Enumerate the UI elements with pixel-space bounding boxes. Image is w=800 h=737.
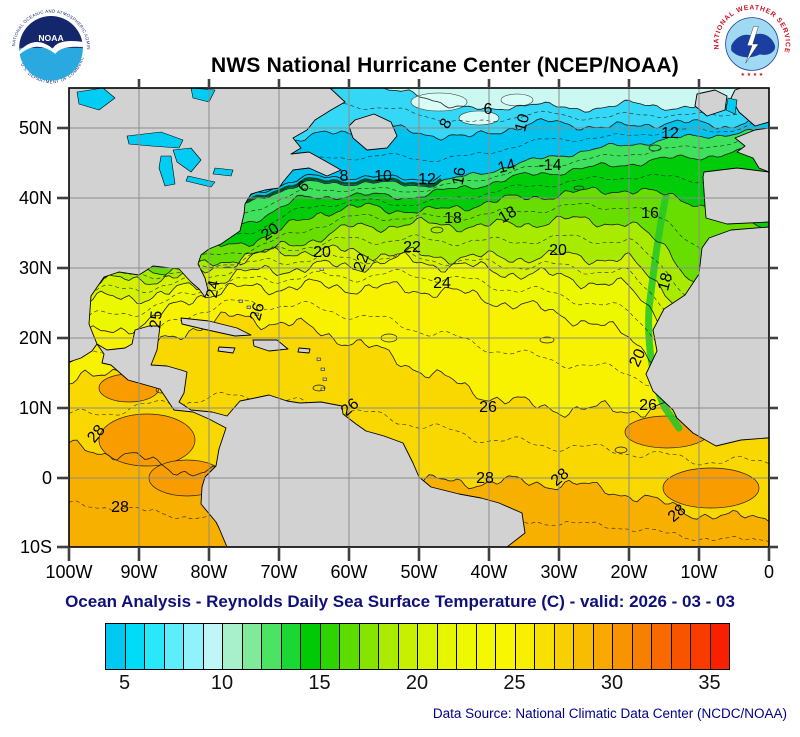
colorbar-segment <box>613 624 633 669</box>
svg-text:0: 0 <box>42 468 52 488</box>
colorbar-segment <box>359 624 379 669</box>
svg-text:20: 20 <box>313 244 331 261</box>
svg-text:6: 6 <box>484 101 493 118</box>
page-title: NWS National Hurricane Center (NCEP/NOAA… <box>211 54 679 77</box>
noaa-center-label: NOAA <box>38 33 63 43</box>
svg-text:10N: 10N <box>19 398 52 418</box>
svg-text:90W: 90W <box>120 562 157 582</box>
svg-text:50W: 50W <box>400 562 437 582</box>
colorbar-segment <box>710 624 729 669</box>
colorbar-segment <box>242 624 262 669</box>
colorbar-segment <box>652 624 672 669</box>
svg-text:28: 28 <box>111 499 129 516</box>
svg-text:20: 20 <box>626 346 649 369</box>
svg-text:26: 26 <box>247 301 268 323</box>
svg-text:8: 8 <box>340 168 349 185</box>
nws-lightning-icon <box>745 26 759 64</box>
svg-text:26: 26 <box>479 399 497 416</box>
colorbar-segment <box>281 624 301 669</box>
svg-text:10S: 10S <box>20 537 52 557</box>
colorbar-segment <box>476 624 496 669</box>
svg-text:18: 18 <box>496 203 520 227</box>
colorbar-segment <box>203 624 223 669</box>
colorbar-segment <box>437 624 457 669</box>
svg-text:40N: 40N <box>19 188 52 208</box>
svg-text:28: 28 <box>476 470 494 487</box>
svg-text:24: 24 <box>433 275 451 292</box>
svg-text:0: 0 <box>764 562 774 582</box>
svg-text:30W: 30W <box>540 562 577 582</box>
svg-text:20W: 20W <box>610 562 647 582</box>
svg-text:22: 22 <box>351 251 373 274</box>
svg-text:12: 12 <box>418 171 436 188</box>
svg-text:30N: 30N <box>19 258 52 278</box>
map-caption: Ocean Analysis - Reynolds Daily Sea Surf… <box>65 592 735 611</box>
colorbar-segment <box>515 624 535 669</box>
svg-text:22: 22 <box>403 239 421 256</box>
colorbar-tick-label: 15 <box>308 672 331 694</box>
svg-text:10: 10 <box>512 112 533 134</box>
colorbar-segment <box>184 624 204 669</box>
svg-text:18: 18 <box>655 271 676 293</box>
colorbar-tick-label: 5 <box>118 672 131 694</box>
colorbar-segment <box>379 624 399 669</box>
colorbar-segment <box>496 624 516 669</box>
colorbar-segment <box>574 624 594 669</box>
svg-text:20: 20 <box>549 242 567 259</box>
colorbar-segment <box>340 624 360 669</box>
colorbar-tick-label: 20 <box>405 672 429 694</box>
colorbar-tick-label: 10 <box>210 672 234 694</box>
colorbar-segment <box>593 624 613 669</box>
colorbar-segment <box>164 624 184 669</box>
colorbar-segment <box>632 624 652 669</box>
nws-stars: ★ ★ ★ ★ <box>741 72 764 78</box>
colorbar-segment <box>418 624 438 669</box>
colorbar-tick-label: 30 <box>600 672 624 694</box>
svg-text:18: 18 <box>444 210 462 227</box>
svg-text:24: 24 <box>204 279 224 300</box>
colorbar-tick-label: 25 <box>503 672 526 694</box>
svg-text:70W: 70W <box>260 562 297 582</box>
colorbar-segment <box>398 624 418 669</box>
colorbar-segment <box>301 624 321 669</box>
svg-text:10W: 10W <box>680 562 717 582</box>
colorbar-segment <box>106 624 126 669</box>
svg-text:10: 10 <box>374 168 392 185</box>
colorbar-segment <box>145 624 165 669</box>
svg-text:16: 16 <box>450 166 470 187</box>
colorbar <box>105 623 730 670</box>
colorbar-segment <box>125 624 145 669</box>
svg-text:16: 16 <box>641 205 659 222</box>
colorbar-segment <box>262 624 282 669</box>
noaa-seagull-icon <box>19 40 83 55</box>
svg-text:26: 26 <box>639 397 657 414</box>
colorbar-segment <box>671 624 691 669</box>
noaa-emblem-icon: NOAA <box>19 16 83 81</box>
colorbar-segment <box>691 624 711 669</box>
colorbar-labels: 5 10 15 20 25 30 35 <box>105 672 729 700</box>
svg-text:40W: 40W <box>470 562 507 582</box>
svg-text:-14: -14 <box>538 157 561 174</box>
colorbar-segment <box>320 624 340 669</box>
svg-text:60W: 60W <box>330 562 367 582</box>
svg-text:12: 12 <box>661 125 679 142</box>
colorbar-segment <box>554 624 574 669</box>
colorbar-segment <box>457 624 477 669</box>
svg-text:50N: 50N <box>19 118 52 138</box>
svg-text:100W: 100W <box>45 562 92 582</box>
colorbar-tick-label: 35 <box>698 672 721 694</box>
svg-text:25: 25 <box>147 310 165 329</box>
noaa-logo: NATIONAL OCEANIC AND ATMOSPHERIC ADMINIS… <box>8 4 94 90</box>
nws-logo: NATIONAL WEATHER SERVICE ★ ★ ★ ★ <box>712 5 792 84</box>
svg-text:80W: 80W <box>190 562 227 582</box>
colorbar-segment <box>535 624 555 669</box>
data-source: Data Source: National Climatic Data Cent… <box>432 706 787 721</box>
colorbar-segment <box>223 624 243 669</box>
svg-text:14: 14 <box>496 156 518 177</box>
svg-text:20N: 20N <box>19 328 52 348</box>
